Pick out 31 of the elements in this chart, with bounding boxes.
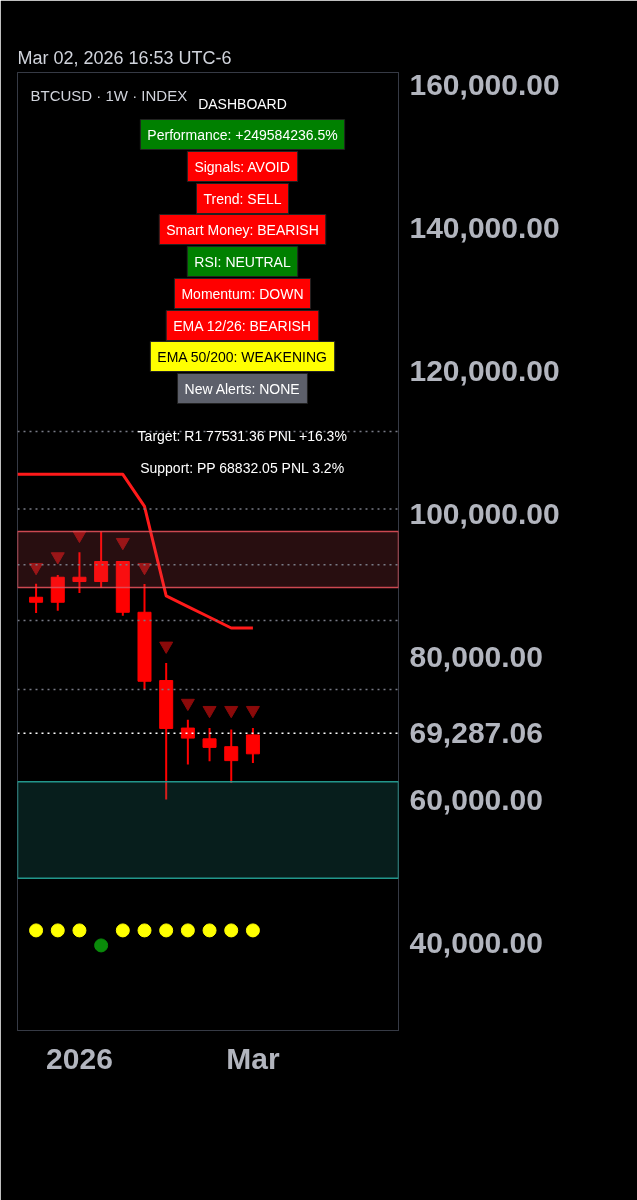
- y-tick-label: 100,000.00: [409, 496, 560, 530]
- candlestick: [29, 582, 44, 614]
- annotation: Smart Money: BEARISH: [166, 221, 319, 238]
- annotation: Signals: AVOID: [194, 158, 290, 175]
- ref-line-label: 69,287.06: [409, 716, 543, 750]
- candlestick: [180, 718, 195, 766]
- annotation: EMA 50/200: WEAKENING: [157, 348, 327, 365]
- annotation: RSI: NEUTRAL: [194, 253, 291, 270]
- annotation: Momentum: DOWN: [181, 285, 304, 302]
- x-tick-label: 2026: [46, 1041, 113, 1075]
- y-tick-label: 60,000.00: [409, 782, 543, 816]
- candlestick: [245, 727, 260, 765]
- candlestick: [202, 727, 217, 763]
- annotation: Trend: SELL: [203, 190, 282, 207]
- y-tick-label: 80,000.00: [409, 639, 543, 673]
- chart-subtitle: Mar 02, 2026 16:53 UTC-6: [17, 47, 232, 68]
- y-tick-label: 160,000.00: [409, 67, 560, 101]
- x-tick-label: Mar: [226, 1041, 280, 1075]
- text: BTCUSD · 1W · INDEX: [30, 87, 188, 104]
- annotation: DASHBOARD: [198, 95, 287, 112]
- candlestick: [94, 530, 109, 589]
- annotation: EMA 12/26: BEARISH: [173, 317, 311, 334]
- y-tick-label: 140,000.00: [409, 210, 560, 244]
- annotation: New Alerts: NONE: [184, 380, 300, 397]
- y-tick-label: 40,000.00: [409, 925, 543, 959]
- annotation: Support: PP 68832.05 PNL 3.2%: [140, 459, 345, 476]
- candlestick: [72, 551, 87, 594]
- y-tick-label: 120,000.00: [409, 353, 560, 387]
- annotation: Performance: +249584236.5%: [147, 126, 338, 143]
- annotation: Target: R1 77531.36 PNL +16.3%: [137, 427, 347, 444]
- candlestick: [224, 728, 239, 784]
